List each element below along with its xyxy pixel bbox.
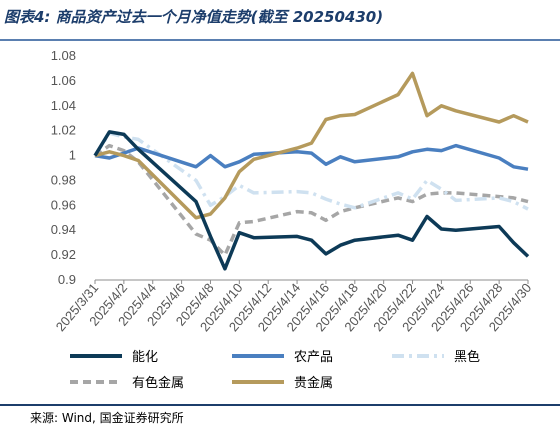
- y-tick-label: 0.92: [51, 247, 76, 262]
- legend-label-1: 农产品: [294, 350, 333, 365]
- series-line-0: [93, 130, 530, 271]
- series-line-4: [94, 71, 529, 220]
- y-tick-label: 0.94: [51, 222, 76, 237]
- y-tick-label: 0.9: [58, 272, 76, 287]
- y-axis: 0.9 0.92 0.94 0.96 0.98 1 1.02 1.04 1.06 1.08: [51, 48, 76, 287]
- legend-label-2: 黑色: [454, 349, 480, 365]
- y-tick-label: 0.98: [51, 172, 76, 187]
- series-layer: [93, 71, 530, 271]
- y-tick-label: 1.06: [51, 73, 76, 88]
- legend-label-3: 有色金属: [132, 375, 184, 391]
- legend-label-4: 贵金属: [294, 375, 333, 391]
- y-tick-label: 1.04: [51, 98, 76, 113]
- y-tick-label: 0.96: [51, 197, 76, 212]
- series-line-1: [94, 143, 529, 171]
- series-line-3: [94, 143, 529, 257]
- x-axis: 2025/3/312025/4/22025/4/42025/4/62025/4/…: [53, 279, 534, 334]
- chart-svg: 0.9 0.92 0.94 0.96 0.98 1 1.02 1.04 1.06 1.08 202…: [51, 48, 535, 391]
- chart-title: 图表4: 商品资产过去一个月净值走势(截至 20250430): [4, 8, 384, 26]
- y-tick-label: 1: [69, 148, 76, 163]
- y-tick-label: 1.02: [51, 123, 76, 138]
- source-rule: [0, 404, 560, 406]
- source-note: 来源: Wind, 国金证券研究所: [30, 411, 184, 425]
- y-tick-label: 1.08: [51, 48, 76, 63]
- title-rule: [0, 39, 560, 41]
- legend-label-0: 能化: [132, 350, 158, 365]
